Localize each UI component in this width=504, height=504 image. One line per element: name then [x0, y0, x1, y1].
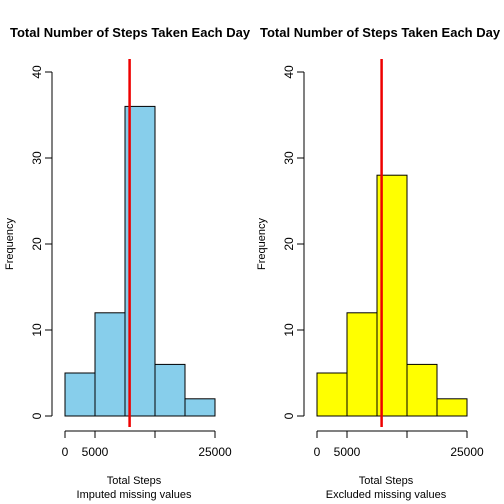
histogram-bar [64, 372, 96, 417]
y-tick-label: 10 [282, 323, 296, 337]
histogram-bar [94, 312, 126, 417]
histogram-bar [436, 398, 468, 417]
y-tick-label: 40 [30, 65, 44, 79]
histogram-bar [184, 398, 216, 417]
y-axis-label: Frequency [256, 218, 268, 270]
y-tick-label: 0 [282, 412, 296, 419]
chart-title: Total Number of Steps Taken Each Day [10, 25, 251, 40]
x-axis-sublabel: Imputed missing values [77, 489, 192, 501]
chart-title: Total Number of Steps Taken Each Day [260, 25, 501, 40]
histogram-panel-excluded: Total Number of Steps Taken Each Day 0 10… [256, 25, 501, 501]
histogram-bar [346, 312, 378, 417]
histogram-panel-imputed: Total Number of Steps Taken Each Day 0 10… [4, 25, 251, 501]
y-tick-label: 30 [282, 151, 296, 165]
y-tick-label: 20 [282, 237, 296, 251]
y-tick-label: 20 [30, 237, 44, 251]
x-tick-label: 0 [314, 445, 321, 459]
x-axis-label: Total Steps [107, 475, 162, 487]
histogram-bar [406, 363, 438, 417]
x-axis-sublabel: Excluded missing values [326, 489, 447, 501]
x-tick-label: 0 [62, 445, 69, 459]
histogram-bar [154, 363, 186, 417]
y-axis-label: Frequency [4, 218, 16, 270]
x-tick-label: 25000 [450, 445, 484, 459]
y-tick-label: 10 [30, 323, 44, 337]
x-axis-label: Total Steps [359, 475, 414, 487]
x-tick-label: 5000 [334, 445, 361, 459]
x-tick-label: 25000 [198, 445, 232, 459]
histogram-bar [316, 372, 348, 417]
y-tick-label: 0 [30, 412, 44, 419]
y-tick-label: 30 [30, 151, 44, 165]
y-tick-label: 40 [282, 65, 296, 79]
x-tick-label: 5000 [82, 445, 109, 459]
